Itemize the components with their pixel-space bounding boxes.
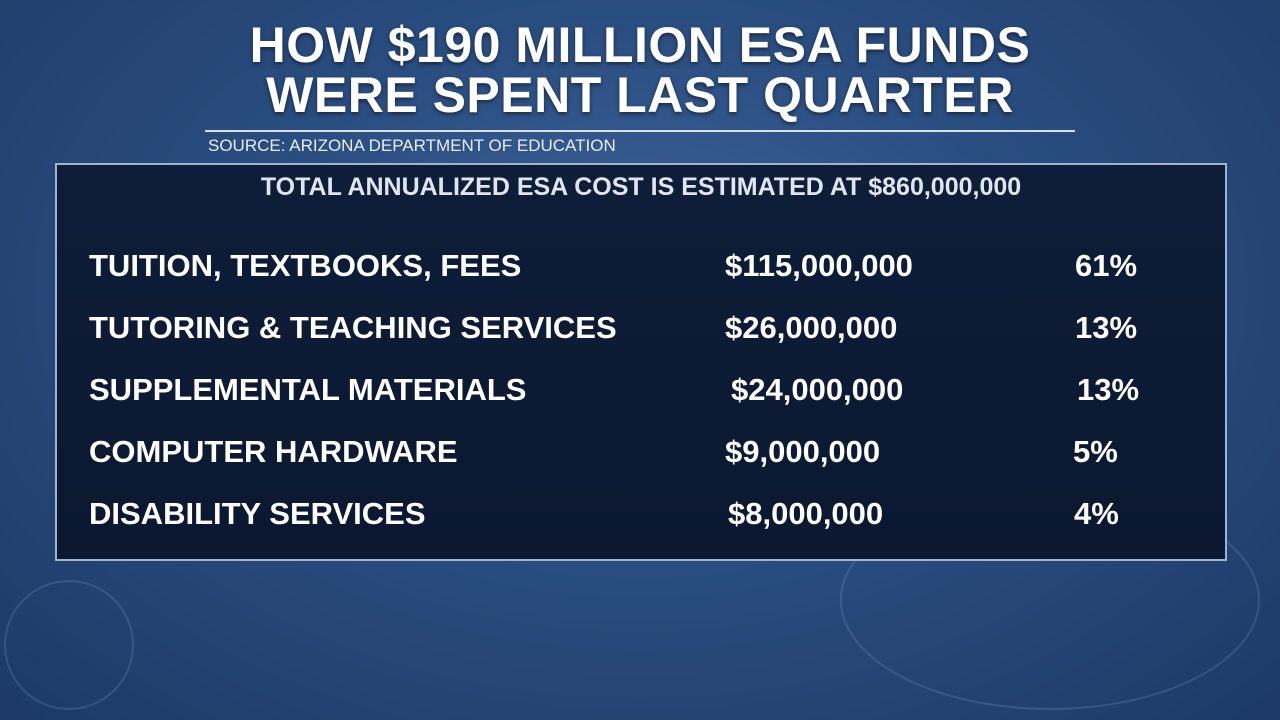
data-panel: TOTAL ANNUALIZED ESA COST IS ESTIMATED A… bbox=[55, 163, 1227, 561]
table-row: COMPUTER HARDWARE $9,000,000 5% bbox=[57, 434, 1225, 474]
table-row: TUTORING & TEACHING SERVICES $26,000,000… bbox=[57, 310, 1225, 350]
table-row: TUITION, TEXTBOOKS, FEES $115,000,000 61… bbox=[57, 248, 1225, 288]
row-percent: 13% bbox=[1075, 310, 1138, 345]
table-row: SUPPLEMENTAL MATERIALS $24,000,000 13% bbox=[57, 372, 1225, 412]
subtitle: TOTAL ANNUALIZED ESA COST IS ESTIMATED A… bbox=[260, 173, 1022, 201]
row-amount: $8,000,000 bbox=[728, 496, 884, 531]
row-category: TUITION, TEXTBOOKS, FEES bbox=[89, 248, 522, 283]
row-amount: $9,000,000 bbox=[725, 434, 881, 469]
row-category: COMPUTER HARDWARE bbox=[89, 434, 458, 469]
title-line-2: WERE SPENT LAST QUARTER bbox=[266, 67, 1014, 123]
row-percent: 4% bbox=[1074, 496, 1119, 531]
row-percent: 5% bbox=[1073, 434, 1118, 469]
row-category: DISABILITY SERVICES bbox=[89, 496, 426, 531]
row-percent: 61% bbox=[1075, 248, 1138, 283]
row-amount: $26,000,000 bbox=[725, 310, 898, 345]
table-row: DISABILITY SERVICES $8,000,000 4% bbox=[57, 496, 1225, 536]
row-category: SUPPLEMENTAL MATERIALS bbox=[89, 372, 527, 407]
row-amount: $24,000,000 bbox=[731, 372, 904, 407]
title-divider bbox=[205, 130, 1075, 132]
row-percent: 13% bbox=[1077, 372, 1140, 407]
row-amount: $115,000,000 bbox=[725, 248, 913, 283]
row-category: TUTORING & TEACHING SERVICES bbox=[89, 310, 617, 345]
background-seal-decoration bbox=[4, 580, 134, 710]
source-text: SOURCE: ARIZONA DEPARTMENT OF EDUCATION bbox=[208, 136, 616, 155]
title-line-1: HOW $190 MILLION ESA FUNDS bbox=[249, 17, 1031, 73]
